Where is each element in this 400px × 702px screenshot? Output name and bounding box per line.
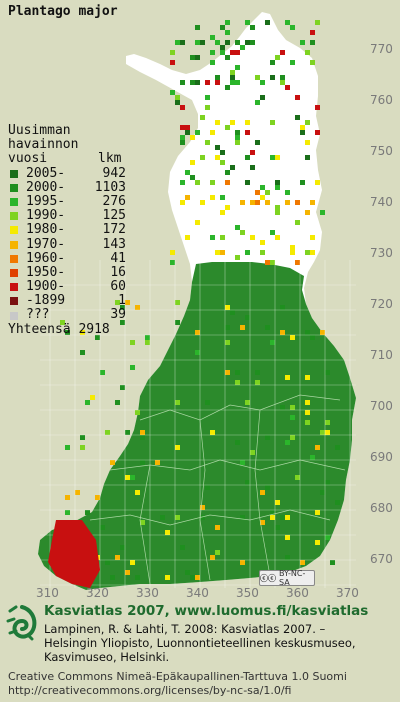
grid-lines xyxy=(40,260,356,588)
legend-count: 39 xyxy=(110,307,126,323)
legend-label: 2000- xyxy=(26,179,66,195)
legend-row: 1990- 125 xyxy=(8,208,126,224)
legend-count: 125 xyxy=(102,208,126,224)
legend-swatch xyxy=(10,183,18,192)
y-tick-label: 690 xyxy=(370,450,393,464)
x-tick-label: 370 xyxy=(336,586,359,600)
y-tick-label: 770 xyxy=(370,42,393,56)
legend-row: 1980- 172 xyxy=(8,223,126,237)
license-line: Creative Commons Nimeä-Epäkaupallinen-Ta… xyxy=(8,670,347,683)
cc-badge-text: BY-NC-SA xyxy=(279,569,306,587)
legend-header-line: Uusimman xyxy=(8,123,71,138)
y-tick-label: 760 xyxy=(370,93,393,107)
legend-count: 172 xyxy=(102,222,126,238)
x-tick-label: 360 xyxy=(286,586,309,600)
legend-count: 143 xyxy=(102,236,126,252)
y-tick-label: 700 xyxy=(370,399,393,413)
distribution-map xyxy=(38,12,356,590)
legend-swatch xyxy=(10,226,18,235)
atlas-headline[interactable]: Kasviatlas 2007, www.luomus.fi/kasviatla… xyxy=(44,603,369,619)
legend-label: 1995- xyxy=(26,193,66,209)
legend-label: 2005- xyxy=(26,165,66,181)
legend-count: 276 xyxy=(102,193,126,209)
citation-line: Helsingin Yliopisto, Luonnontieteellinen… xyxy=(44,636,356,650)
x-tick-label: 340 xyxy=(186,586,209,600)
legend-row: 1970- 143 xyxy=(8,236,126,252)
x-tick-label: 350 xyxy=(236,586,259,600)
y-tick-label: 670 xyxy=(370,552,393,566)
legend-swatch xyxy=(10,240,18,249)
y-tick-label: 680 xyxy=(370,501,393,515)
legend-swatch xyxy=(10,283,18,292)
legend-label: -1899 xyxy=(26,293,66,309)
legend-row: 1960- 41 xyxy=(8,250,126,266)
citation-line: Kasvimuseo, Helsinki. xyxy=(44,650,170,664)
legend-row: 1900- 60 xyxy=(8,279,126,295)
legend-swatch xyxy=(10,198,18,207)
observation-cells xyxy=(60,20,340,580)
legend-row: 2005- 942 xyxy=(8,165,126,181)
legend-swatch xyxy=(10,212,18,221)
southwest-red-area xyxy=(48,520,100,588)
legend-row: ??? 39 xyxy=(8,308,126,322)
license-line[interactable]: http://creativecommons.org/licenses/by-n… xyxy=(8,684,292,697)
legend-swatch xyxy=(10,254,18,263)
legend-header-line: vuosi xyxy=(8,151,48,167)
legend-label: 1980- xyxy=(26,222,66,238)
legend-count: 1 xyxy=(118,293,126,309)
legend-swatch xyxy=(10,268,18,277)
legend-count: 942 xyxy=(102,165,126,181)
legend: Uusimman havainnon vuosi lkm 2005- 942 200… xyxy=(8,123,126,337)
y-tick-label: 710 xyxy=(370,348,393,362)
citation: Lampinen, R. & Lahti, T. 2008: Kasviatla… xyxy=(44,622,356,664)
y-tick-label: 750 xyxy=(370,144,393,158)
x-tick-label: 330 xyxy=(136,586,159,600)
license-text: Creative Commons Nimeä-Epäkaupallinen-Ta… xyxy=(8,670,347,698)
legend-row: 1995- 276 xyxy=(8,193,126,209)
legend-count: 1103 xyxy=(94,179,126,195)
x-tick-label: 320 xyxy=(86,586,109,600)
cc-icon: ⓒⓒ xyxy=(260,573,276,583)
legend-row: -1899 1 xyxy=(8,294,126,308)
legend-count: 16 xyxy=(110,264,126,280)
y-tick-label: 740 xyxy=(370,195,393,209)
x-tick-label: 310 xyxy=(36,586,59,600)
kasviatlas-logo-icon xyxy=(6,605,37,641)
legend-label: 1950- xyxy=(26,264,66,280)
legend-swatch xyxy=(10,169,18,178)
y-tick-label: 730 xyxy=(370,246,393,260)
southern-region xyxy=(38,262,356,590)
y-tick-label: 720 xyxy=(370,297,393,311)
legend-label: ??? xyxy=(26,307,50,323)
legend-count-header: lkm xyxy=(98,151,122,167)
cc-license-badge[interactable]: ⓒⓒ BY-NC-SA xyxy=(259,569,315,587)
legend-row: 1950- 16 xyxy=(8,264,126,280)
citation-line: Lampinen, R. & Lahti, T. 2008: Kasviatla… xyxy=(44,622,326,636)
legend-label: 1900- xyxy=(26,279,66,295)
legend-label: 1990- xyxy=(26,208,66,224)
legend-row: 2000- 1103 xyxy=(8,179,126,195)
legend-header-line: havainnon xyxy=(8,137,79,153)
province-borders xyxy=(89,394,346,585)
legend-swatch xyxy=(10,297,18,306)
legend-swatch xyxy=(10,311,18,320)
legend-label: 1970- xyxy=(26,236,66,252)
species-title: Plantago major xyxy=(8,4,118,19)
legend-label: 1960- xyxy=(26,250,66,266)
legend-rows: 2005- 942 2000- 1103 1995- 276 1990- 125 1980- 17… xyxy=(8,165,126,323)
legend-count: 60 xyxy=(110,279,126,295)
legend-count: 41 xyxy=(110,250,126,266)
legend-total: Yhteensä 2918 xyxy=(8,321,110,337)
